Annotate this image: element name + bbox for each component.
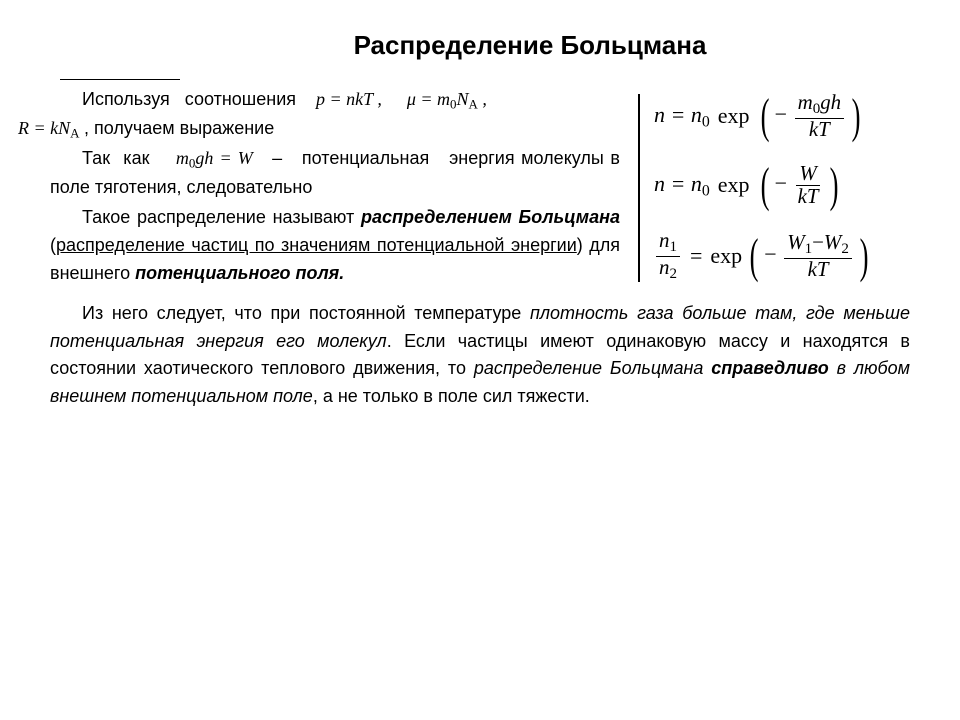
horizontal-rule	[60, 79, 180, 80]
right-column-equations: n = n0 exp ( − m0gh kT ) n = n0 exp	[654, 86, 910, 290]
text-italic: распределение Больцмана	[474, 358, 711, 378]
term-potential-field: потенциаль­ного поля.	[135, 263, 344, 283]
bottom-paragraph: Из него следует, что при постоянной темп…	[50, 300, 910, 412]
text: Так как	[82, 148, 149, 168]
text: Из него следует, что при постоянной темп…	[82, 303, 530, 323]
two-column-section: Используя соотношения p = nkT , μ = m0NA…	[50, 86, 910, 290]
equation-3: n1 n2 = exp ( − W1−W2 kT )	[654, 230, 910, 283]
inline-eq-mu: μ = m0NA	[407, 89, 483, 109]
inline-eq-p: p = nkT	[316, 89, 377, 109]
text-underline: распределение частиц по значениям потенц…	[56, 235, 577, 255]
text: , а не только в поле сил тяжести.	[313, 386, 590, 406]
text: , получаем выражение	[84, 118, 274, 138]
left-column: Используя соотношения p = nkT , μ = m0NA…	[50, 86, 620, 290]
text: Используя соотношения	[82, 89, 296, 109]
paragraph-1: Используя соотношения p = nkT , μ = m0NA…	[50, 86, 620, 143]
page: Распределение Больцмана Используя соотно…	[0, 0, 960, 431]
text: Такое распределение называют	[82, 207, 361, 227]
page-title: Распределение Больцмана	[50, 30, 910, 61]
inline-eq-r: R = kNA	[18, 118, 84, 138]
term-boltzmann: распределением Больцмана	[361, 207, 620, 227]
inline-eq-mgh: m0gh = W	[176, 148, 259, 168]
paragraph-2: Так как m0gh = W – потенциальная энергия…	[50, 145, 620, 202]
paragraph-3: Такое распределение называют распределен…	[50, 204, 620, 288]
vertical-divider	[638, 94, 640, 282]
equation-1: n = n0 exp ( − m0gh kT )	[654, 92, 910, 141]
term-valid: справедливо	[711, 358, 828, 378]
equation-2: n = n0 exp ( − W kT )	[654, 163, 910, 208]
